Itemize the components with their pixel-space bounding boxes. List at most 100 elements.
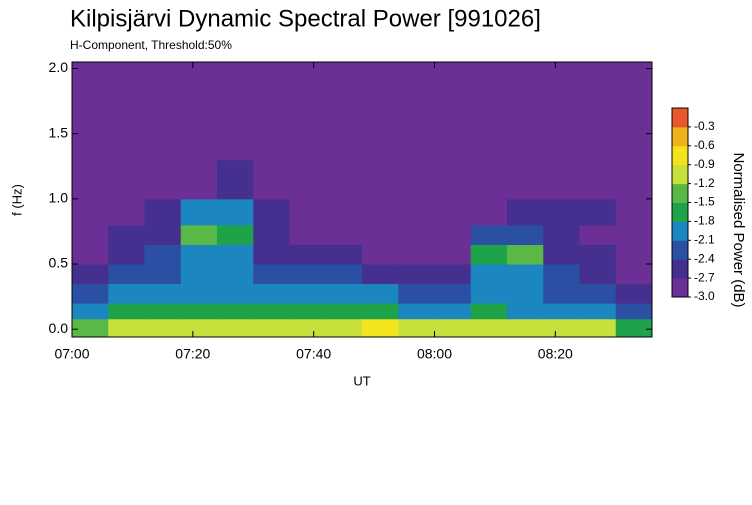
heatmap-cell — [362, 224, 399, 245]
heatmap-cell — [434, 318, 472, 338]
heatmap-cell — [579, 283, 617, 304]
heatmap-cell — [253, 62, 290, 109]
heatmap-cell — [289, 318, 327, 338]
heatmap-cell — [434, 198, 472, 226]
heatmap-cell — [615, 244, 653, 265]
heatmap-cell — [579, 224, 617, 245]
heatmap-cell — [217, 244, 254, 265]
heatmap-cell — [362, 198, 399, 226]
heatmap-cell — [108, 107, 145, 161]
heatmap-cell — [325, 264, 363, 285]
x-tick-label: 07:00 — [54, 346, 89, 362]
heatmap-cell — [72, 198, 109, 226]
colorbar-tick-label: -2.4 — [694, 251, 715, 265]
heatmap-cell — [615, 159, 653, 200]
heatmap-cell — [180, 303, 218, 320]
heatmap-cell — [325, 244, 363, 265]
heatmap-cell — [507, 198, 544, 226]
colorbar-swatch — [672, 145, 688, 166]
colorbar-label: Normalised Power (dB) — [730, 152, 747, 307]
heatmap-cell — [398, 303, 435, 320]
colorbar-tick-label: -0.9 — [694, 157, 715, 171]
heatmap-cell — [325, 318, 363, 338]
heatmap-cell — [470, 283, 508, 304]
x-tick-label: 08:20 — [538, 346, 573, 362]
heatmap-cell — [108, 198, 145, 226]
heatmap-cell — [289, 244, 327, 265]
heatmap-cell — [180, 264, 218, 285]
heatmap-cell — [72, 107, 109, 161]
colorbar-tick-label: -1.2 — [694, 176, 715, 190]
heatmap-cell — [470, 224, 508, 245]
heatmap-cell — [253, 107, 290, 161]
heatmap-cell — [289, 198, 327, 226]
heatmap-cell — [398, 62, 435, 109]
heatmap-cell — [579, 62, 617, 109]
colorbar-swatch — [672, 278, 688, 298]
heatmap-cell — [289, 107, 327, 161]
heatmap-cell — [180, 62, 218, 109]
heatmap-cell — [180, 159, 218, 200]
heatmap-cell — [398, 224, 435, 245]
heatmap-cell — [434, 244, 472, 265]
heatmap-cell — [253, 244, 290, 265]
heatmap-cell — [543, 303, 580, 320]
heatmap-cell — [579, 303, 617, 320]
heatmap-cell — [615, 318, 653, 338]
heatmap-cell — [144, 303, 182, 320]
heatmap-cell — [325, 283, 363, 304]
heatmap-cell — [543, 318, 580, 338]
heatmap-cell — [470, 107, 508, 161]
colorbar-swatch — [672, 240, 688, 260]
heatmap-cell — [72, 244, 109, 265]
heatmap-cell — [217, 318, 254, 338]
heatmap-cell — [398, 264, 435, 285]
heatmap-cell — [180, 198, 218, 226]
colorbar-tick-label: -1.5 — [694, 195, 715, 209]
heatmap-cell — [72, 62, 109, 109]
heatmap-cell — [144, 198, 182, 226]
heatmap-cell — [434, 303, 472, 320]
heatmap-cell — [180, 224, 218, 245]
heatmap-cell — [108, 318, 145, 338]
y-tick-label: 0.5 — [49, 255, 69, 271]
colorbar-tick-label: -0.6 — [694, 138, 715, 152]
heatmap-cell — [72, 159, 109, 200]
x-axis-label: UT — [353, 373, 370, 388]
heatmap-cell — [579, 244, 617, 265]
colorbar-swatch — [672, 126, 688, 147]
heatmap-cell — [108, 224, 145, 245]
heatmap-cell — [217, 283, 254, 304]
heatmap-cell — [217, 264, 254, 285]
heatmap-cell — [615, 303, 653, 320]
heatmap-cell — [362, 159, 399, 200]
heatmap-cell — [470, 318, 508, 338]
heatmap-cell — [144, 107, 182, 161]
heatmap-cell — [434, 224, 472, 245]
heatmap-cell — [217, 107, 254, 161]
heatmap-cell — [289, 224, 327, 245]
heatmap-cell — [543, 107, 580, 161]
heatmap-cell — [144, 62, 182, 109]
heatmap-cell — [108, 244, 145, 265]
heatmap-cell — [398, 198, 435, 226]
heatmap-cell — [108, 159, 145, 200]
y-tick-label: 1.0 — [49, 190, 69, 206]
heatmap-cell — [470, 244, 508, 265]
heatmap-cell — [543, 224, 580, 245]
heatmap-cell — [289, 62, 327, 109]
colorbar-tick-label: -1.8 — [694, 214, 715, 228]
heatmap-cell — [579, 264, 617, 285]
colorbar-tick-label: -0.3 — [694, 119, 715, 133]
y-axis-label: f (Hz) — [9, 184, 24, 216]
heatmap-cell — [289, 264, 327, 285]
heatmap-cell — [579, 318, 617, 338]
heatmap-cell — [434, 107, 472, 161]
x-tick-label: 08:00 — [417, 346, 452, 362]
heatmap-cell — [108, 283, 145, 304]
heatmap-cell — [289, 303, 327, 320]
colorbar-tick-label: -2.7 — [694, 270, 715, 284]
heatmap-cell — [108, 303, 145, 320]
heatmap-cell — [615, 224, 653, 245]
